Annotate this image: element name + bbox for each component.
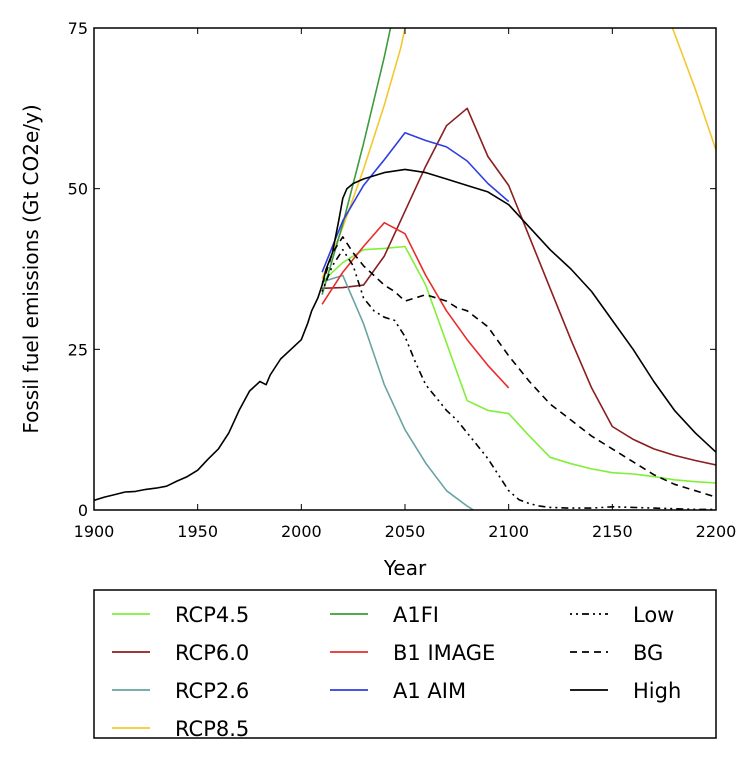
series-layer (94, 28, 716, 510)
legend-label: RCP8.5 (175, 717, 249, 741)
legend-label: BG (633, 641, 663, 665)
series-line-bg (321, 236, 716, 498)
y-tick-label: 50 (68, 180, 88, 199)
series-line-a1-aim (321, 132, 510, 273)
legend-label: RCP6.0 (175, 641, 249, 665)
legend-label: A1 AIM (393, 679, 466, 703)
legend-item-b1-image: B1 IMAGE (330, 641, 495, 665)
legend-box (93, 589, 717, 739)
x-axis-ticks: 1900 1950 2000 2050 2100 2150 2200 (74, 28, 737, 541)
x-tick-label: 2000 (281, 522, 322, 541)
x-tick-label: 2150 (592, 522, 633, 541)
legend-item-rcp4-5: RCP4.5 (112, 603, 249, 627)
series-line-low (321, 248, 716, 510)
series-line-rcp8-5 (671, 28, 716, 151)
legend-label: Low (633, 603, 674, 627)
legend-item-rcp8-5: RCP8.5 (112, 717, 249, 741)
legend-item-bg: BG (570, 641, 663, 665)
legend-label: B1 IMAGE (393, 641, 495, 665)
x-tick-label: 1900 (74, 522, 115, 541)
series-line-rcp6-0 (322, 107, 716, 466)
legend-label: High (633, 679, 681, 703)
legend-item-low: Low (570, 603, 674, 627)
plot-frame (93, 27, 717, 511)
x-tick-label: 2200 (696, 522, 737, 541)
legend: RCP4.5 RCP6.0 RCP2.6 RCP8.5 A1FI B1 IMAGE A1 A… (112, 603, 681, 741)
legend-item-high: High (570, 679, 681, 703)
x-tick-label: 1950 (177, 522, 218, 541)
y-tick-label: 75 (68, 19, 88, 38)
legend-label: A1FI (393, 603, 439, 627)
y-axis-label: Fossil fuel emissions (Gt CO2e/y) (19, 104, 43, 433)
x-tick-label: 2050 (385, 522, 426, 541)
y-axis-ticks: 0 25 50 75 (68, 19, 716, 520)
legend-item-a1-aim: A1 AIM (330, 679, 466, 703)
x-tick-label: 2100 (488, 522, 529, 541)
legend-item-rcp2-6: RCP2.6 (112, 679, 249, 703)
legend-label: RCP4.5 (175, 603, 249, 627)
legend-item-rcp6-0: RCP6.0 (112, 641, 249, 665)
series-line-rcp2-6 (321, 274, 474, 510)
legend-label: RCP2.6 (175, 679, 249, 703)
series-line-b1-image (321, 221, 510, 389)
x-axis-label: Year (383, 556, 427, 580)
y-tick-label: 25 (68, 340, 88, 359)
series-line-high (94, 168, 716, 502)
legend-item-a1fi: A1FI (330, 603, 439, 627)
y-tick-label: 0 (78, 501, 88, 520)
